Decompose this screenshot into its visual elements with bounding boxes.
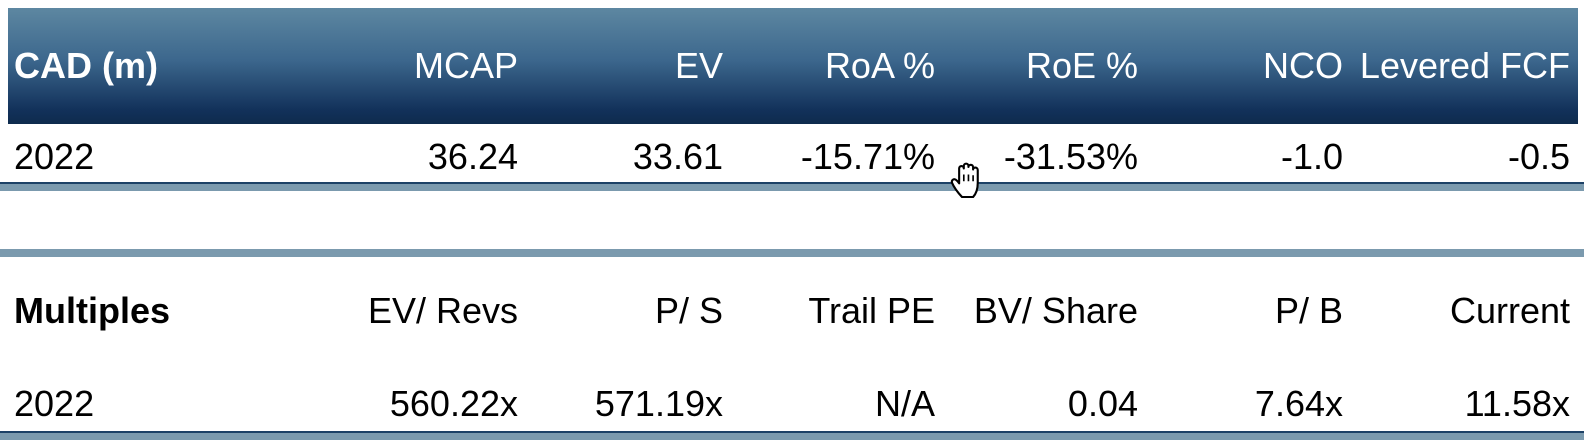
financials-bottom-rule xyxy=(0,182,1584,191)
rule-steel-band xyxy=(0,184,1584,191)
cell-roe: -31.53% xyxy=(1003,136,1138,177)
multiples-row-2022: 2022 560.22x 571.19x N/A 0.04 7.64x 11.5… xyxy=(8,365,1578,431)
multiples-top-rule xyxy=(0,249,1584,257)
cell-mcap: 36.24 xyxy=(427,136,518,177)
rule-dark-edge xyxy=(0,431,1584,433)
cell-bv-share: 0.04 xyxy=(1067,383,1138,424)
rule-steel-band xyxy=(0,433,1584,440)
column-header-p-s: P/ S xyxy=(654,290,723,331)
financials-unit-label: CAD (m) xyxy=(14,45,158,86)
column-header-p-b: P/ B xyxy=(1274,290,1343,331)
column-header-current: Current xyxy=(1449,290,1570,331)
multiples-bottom-rule xyxy=(0,431,1584,440)
multiples-unit-label: Multiples xyxy=(14,290,171,331)
column-header-nco: NCO xyxy=(1263,45,1343,86)
cell-ev: 33.61 xyxy=(632,136,723,177)
cell-ev-revs: 560.22x xyxy=(389,383,518,424)
multiples-year-label: 2022 xyxy=(14,383,95,424)
cell-p-s: 571.19x xyxy=(594,383,723,424)
rule-dark-edge xyxy=(0,182,1584,184)
column-header-levered-fcf: Levered FCF xyxy=(1359,45,1570,86)
cell-nco: -1.0 xyxy=(1280,136,1343,177)
column-header-mcap: MCAP xyxy=(413,45,518,86)
financials-header-row: CAD (m) MCAP EV RoA % RoE % NCO Levered … xyxy=(8,8,1578,124)
column-header-ev-revs: EV/ Revs xyxy=(367,290,518,331)
column-header-roe: RoE % xyxy=(1025,45,1138,86)
financials-row-2022: 2022 36.24 33.61 -15.71% -31.53% -1.0 -0… xyxy=(8,124,1578,182)
column-header-ev: EV xyxy=(674,45,723,86)
cell-current: 11.58x xyxy=(1464,383,1570,424)
column-header-trail-pe: Trail PE xyxy=(808,290,935,331)
cell-trail-pe: N/A xyxy=(874,383,935,424)
cell-p-b: 7.64x xyxy=(1254,383,1343,424)
multiples-header-row: Multiples EV/ Revs P/ S Trail PE BV/ Sha… xyxy=(8,257,1578,365)
cell-roa: -15.71% xyxy=(800,136,935,177)
column-header-bv-share: BV/ Share xyxy=(973,290,1138,331)
cell-levered-fcf: -0.5 xyxy=(1507,136,1570,177)
financials-year-label: 2022 xyxy=(14,136,95,177)
column-header-roa: RoA % xyxy=(824,45,935,86)
